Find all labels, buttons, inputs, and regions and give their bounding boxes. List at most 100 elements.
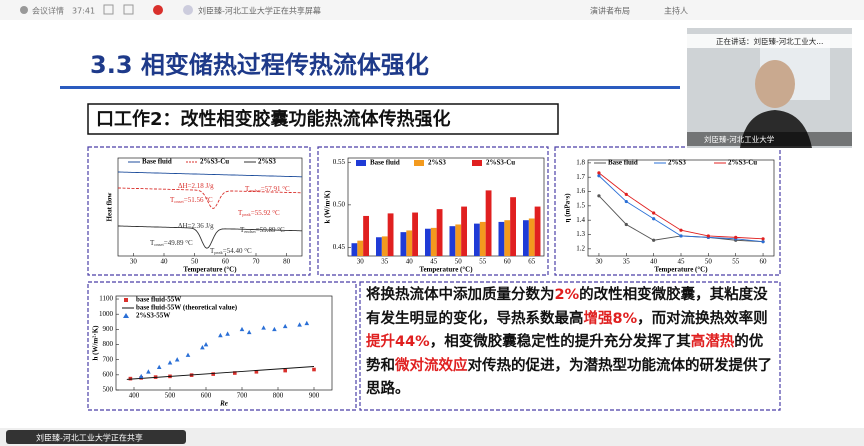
x-tick-label: 400 [129,392,140,400]
participant-name: 刘臣臻-河北工业大学 [704,134,775,144]
annotation-sub: endset [244,229,256,234]
speaker-body [740,110,812,148]
summary-text: 高潜热 [690,334,735,350]
annotation: Tendset=57.91 °C [245,185,290,193]
y-axis-label: h (W/m²·K) [92,325,100,361]
point [761,240,765,244]
dsc-curve [118,187,302,209]
point [200,345,205,350]
point [218,332,223,338]
point [225,331,230,336]
annotation-main: T [238,209,243,217]
point [156,364,162,370]
legend-label: 2%S3-Cu [728,159,757,167]
annotation-rest: =51.56 °C [184,196,213,204]
y-tick-label: 0.55 [333,158,346,166]
point [734,235,738,239]
legend-swatch [472,160,482,166]
x-tick-label: 30 [130,258,138,266]
icon[interactable] [103,4,114,15]
point [246,329,252,335]
legend-label: 2%S3-55W [136,312,170,320]
summary-text: 增强8% [583,310,638,327]
x-tick-label: 50 [191,258,199,266]
panel [87,146,311,276]
bar [449,226,456,256]
y-tick-label: 600 [103,370,114,378]
panel [87,281,357,411]
bar [425,228,431,256]
x-tick-label: 80 [283,258,291,266]
panel-frames [87,146,781,411]
info-icon[interactable] [20,6,28,14]
point [272,326,277,332]
annotation-sub: onset [154,242,164,247]
x-tick-label: 50 [455,258,463,266]
y-tick-label: 1100 [99,295,113,303]
annotation-main: ΔH=2.18 J/g [178,182,214,190]
summary-text: 将换热流体中添加质量分数为 [366,287,555,303]
bar [455,224,462,256]
annotation-main: T [240,226,245,234]
x-tick-label: 55 [732,258,740,266]
plot-frame [347,157,545,257]
point [261,325,266,330]
bar [485,190,492,256]
bar [412,212,418,256]
slide-title: 3.3 相变储热过程传热流体强化 [90,51,429,79]
point [624,199,628,204]
bar [528,218,535,256]
legend-label: base fluid-55W (theoretical value) [136,304,238,312]
summary-text: 的改性相变微胶囊，其粘度没有发生明显的变化，导热系数最高 [366,287,768,327]
bar [461,206,467,256]
point [304,320,310,326]
x-tick-label: 500 [165,392,176,400]
legend-swatch [414,160,424,166]
annotation-sub: peak [214,250,223,255]
annotation-sub: onset [174,199,184,204]
record-icon[interactable] [153,5,163,15]
point [146,369,151,374]
bar [406,230,413,256]
x-tick-label: 40 [650,258,658,266]
top-bar [0,0,864,20]
annotation-main: T [150,239,155,247]
point [679,234,683,238]
summary-text: ，而对流换热效率则 [637,310,768,327]
annotation-main: T [210,247,215,255]
meeting-info[interactable]: 会议详情 [32,6,64,16]
annotation: Tonset=49.89 °C [150,239,193,247]
dsc-curve [118,225,302,249]
y-tick-label: 0.45 [333,243,346,251]
annotation-rest: =57.91 °C [261,185,290,193]
point [679,228,683,232]
y-tick-label: 1.6 [576,187,585,195]
panel [317,146,549,276]
x-tick-label: 800 [273,392,284,400]
annotation-sub: endset [249,188,261,193]
x-axis-label: Re [219,400,228,408]
layout-button[interactable]: 演讲者布局 [590,6,630,16]
annotation: ΔH=2.18 J/g [178,182,214,190]
point [203,342,209,347]
y-axis-label: k (W/m·K) [324,190,332,224]
annotation-rest: =59.89 °C [256,226,285,234]
x-tick-label: 60 [760,258,768,266]
icon[interactable] [123,4,134,15]
x-tick-label: 40 [161,258,169,266]
bar [504,220,511,256]
x-tick-label: 50 [705,258,713,266]
x-tick-label: 35 [381,258,389,266]
legend-label: 2%S3-Cu [200,158,229,166]
bar [523,220,529,256]
x-axis-label: Temperature (°C) [419,266,473,274]
bottom-bar [0,428,864,446]
legend-label: Base fluid [142,158,172,166]
point [297,322,302,327]
x-tick-label: 45 [678,258,686,266]
annotation: Tendset=59.89 °C [240,226,285,234]
legend-label: 2%S3 [428,159,446,167]
point [174,357,180,362]
host-label[interactable]: 主持人 [664,6,688,16]
